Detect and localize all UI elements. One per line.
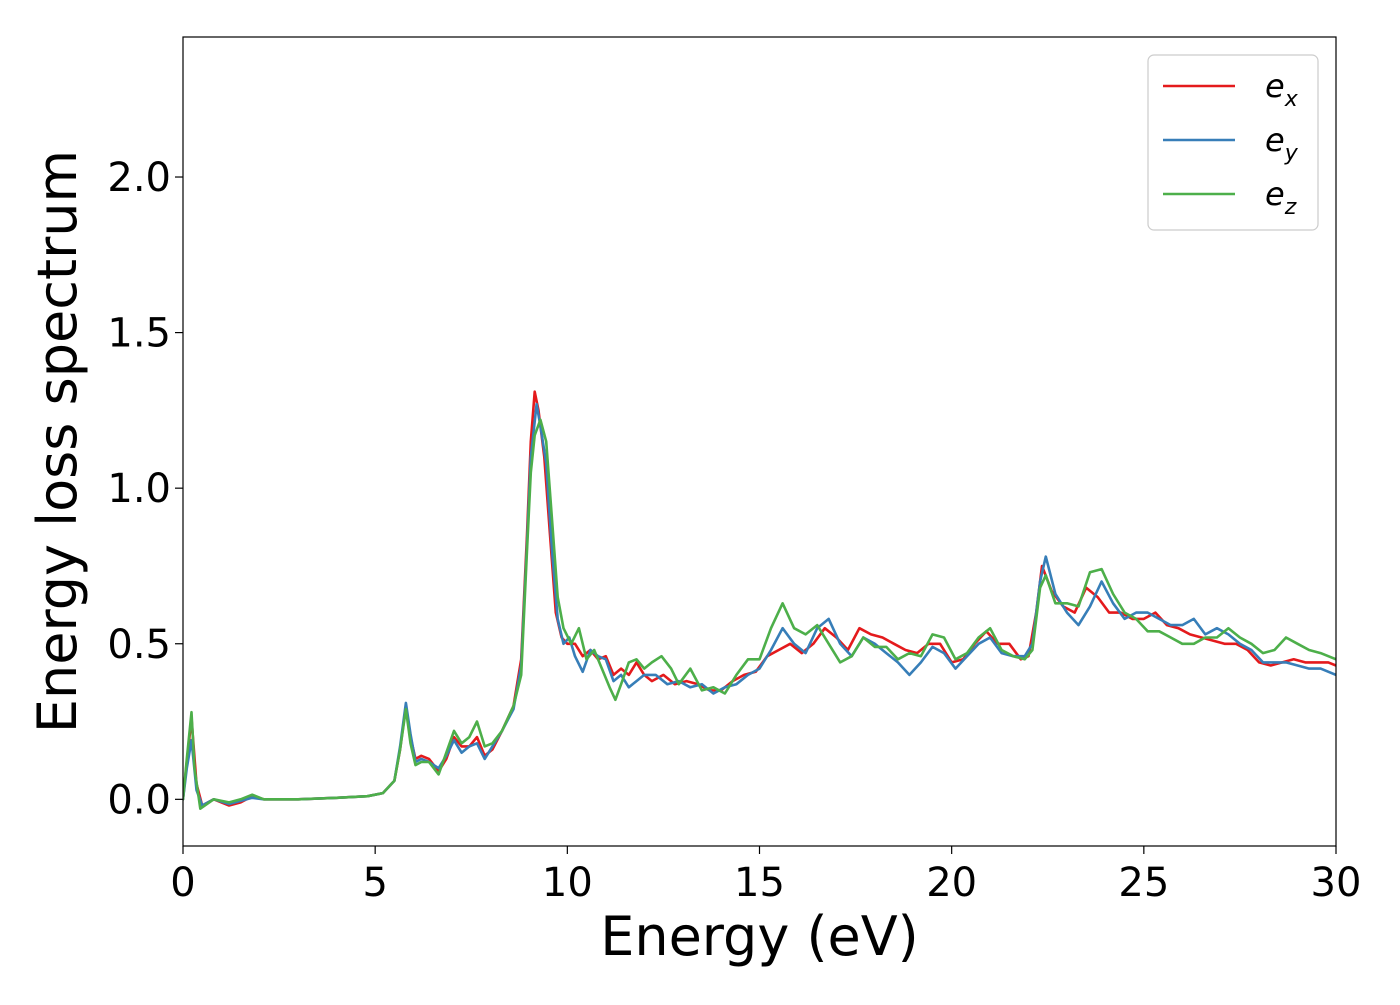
y-axis-label: Energy loss spectrum [26, 150, 89, 733]
y-tick-label: 1.5 [107, 311, 171, 357]
x-tick-label: 15 [734, 860, 785, 906]
x-tick-label: 20 [926, 860, 977, 906]
x-tick-label: 30 [1311, 860, 1362, 906]
series-line-e_z [183, 418, 1336, 810]
x-axis-label: Energy (eV) [600, 905, 919, 968]
legend-label-e_y: ey [1265, 121, 1299, 166]
x-tick-label: 5 [362, 860, 387, 906]
y-tick-label: 0.5 [107, 622, 171, 668]
y-tick-label: 0.0 [107, 777, 171, 823]
legend-label-e_x: ex [1265, 67, 1299, 112]
plot-content [183, 390, 1336, 810]
legend-label-e_z: ez [1265, 175, 1297, 220]
y-axis: 0.0 0.5 1.0 1.5 2.0 [107, 155, 183, 823]
y-tick-label: 2.0 [107, 155, 171, 201]
x-tick-label: 10 [542, 860, 593, 906]
x-tick-label: 25 [1118, 860, 1169, 906]
x-axis: 0 5 10 15 20 25 30 [170, 846, 1361, 906]
series-line-e_y [183, 402, 1336, 807]
x-tick-label: 0 [170, 860, 195, 906]
series-line-e_x [183, 390, 1336, 807]
y-tick-label: 1.0 [107, 466, 171, 512]
legend-box [1147, 54, 1319, 231]
legend: ex ey ez [1147, 54, 1319, 231]
